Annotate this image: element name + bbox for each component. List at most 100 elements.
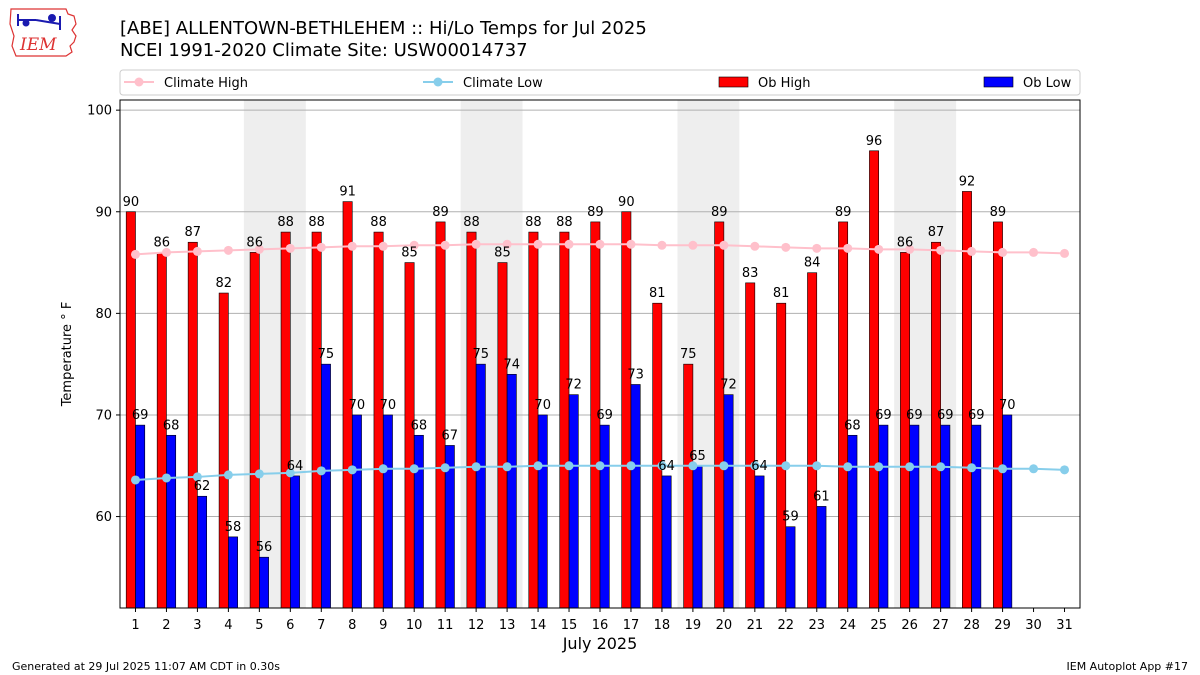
ob-high-bar [776,302,787,609]
ob-low-label: 67 [442,428,459,443]
climate-high-point [285,243,295,253]
climate-low-point [409,464,419,474]
climate-high-point [874,244,884,254]
ob-high-bar [652,302,663,609]
climate-high-point [161,247,171,257]
ob-high-bar [900,252,910,609]
ob-high-label: 86 [246,235,263,250]
x-tick-label: 8 [348,618,356,633]
climate-low-point [750,461,760,471]
climate-high-point [781,242,791,252]
climate-low-point [347,465,357,475]
ob-high-bar [807,272,818,609]
ob-low-label: 69 [875,408,892,423]
ob-low-bar [537,414,548,609]
climate-low-point [1060,465,1070,475]
ob-high-label: 88 [556,215,573,230]
climate-low-point [998,464,1008,474]
y-tick-label: 80 [95,307,112,322]
ob-high-label: 91 [339,185,356,200]
ob-high-bar [714,221,725,609]
climate-high-point [843,243,853,253]
ob-high-label: 89 [432,205,449,220]
ob-high-label: 75 [680,347,697,362]
climate-low-point [719,461,729,471]
x-tick-label: 22 [778,618,795,633]
ob-low-bar [197,495,208,609]
climate-high-point [688,240,698,250]
x-tick-label: 23 [809,618,826,633]
ob-high-label: 88 [525,215,542,230]
legend-ob-low-label: Ob Low [1023,76,1072,91]
svg-text:IEM: IEM [19,35,57,55]
climate-low-point [192,472,202,482]
generated-footer: Generated at 29 Jul 2025 11:07 AM CDT in… [12,660,280,673]
ob-low-bar [475,363,486,609]
x-tick-label: 17 [623,618,640,633]
legend-ob-high-label: Ob High [758,76,811,91]
climate-low-point [564,461,574,471]
climate-high-point [471,239,481,249]
ob-high-label: 85 [401,246,418,261]
climate-low-point [812,461,822,471]
iem-logo: IEM [8,6,82,60]
climate-high-point [254,244,264,254]
ob-low-label: 70 [534,398,551,413]
climate-low-point [533,461,543,471]
climate-low-point [130,475,140,485]
x-tick-label: 20 [716,618,733,633]
climate-low-point [378,464,388,474]
climate-high-point [626,239,636,249]
ob-high-bar [559,231,570,609]
ob-low-label: 74 [503,357,520,372]
climate-low-point [688,461,698,471]
y-tick-label: 60 [95,510,112,525]
ob-high-label: 86 [897,235,914,250]
climate-low-point [781,461,791,471]
x-tick-label: 6 [286,618,294,633]
x-axis-label: July 2025 [562,634,638,653]
climate-high-point [347,241,357,251]
ob-high-bar [838,221,849,609]
climate-high-point [223,245,233,255]
x-tick-label: 15 [561,618,578,633]
climate-low-point [905,462,915,472]
ob-high-bar [992,221,1003,609]
ob-low-bar [630,384,641,609]
ob-high-bar [683,363,694,609]
ob-high-bar [931,241,941,609]
ob-low-label: 75 [318,347,335,362]
x-tick-label: 5 [255,618,263,633]
ob-low-bar [413,434,424,609]
ob-high-label: 89 [587,205,604,220]
ob-low-bar [692,465,703,609]
ob-high-bar [404,262,415,609]
climate-low-point [223,470,233,480]
ob-low-label: 65 [689,449,706,464]
ob-low-label: 69 [937,408,954,423]
ob-high-label: 89 [711,205,728,220]
climate-high-point [409,240,419,250]
ob-high-label: 87 [185,225,202,240]
x-tick-label: 13 [499,618,516,633]
climate-low-point [161,473,171,483]
climate-low-point [502,462,512,472]
x-tick-label: 26 [901,618,918,633]
ob-low-label: 70 [349,398,366,413]
ob-low-label: 68 [411,418,428,433]
ob-high-label: 87 [928,225,945,240]
ob-low-label: 64 [751,459,768,474]
ob-high-label: 81 [649,286,666,301]
climate-high-point [533,239,543,249]
y-axis-label: Temperature ° F [60,302,75,408]
ob-low-bar [878,424,889,609]
ob-high-label: 88 [308,215,325,230]
ob-low-label: 64 [287,459,304,474]
climate-high-point [502,239,512,249]
x-tick-label: 31 [1056,618,1073,633]
ob-high-label: 82 [215,276,232,291]
legend-box [119,69,1081,96]
ob-low-bar [166,434,177,609]
climate-high-point [595,239,605,249]
x-tick-label: 29 [994,618,1011,633]
